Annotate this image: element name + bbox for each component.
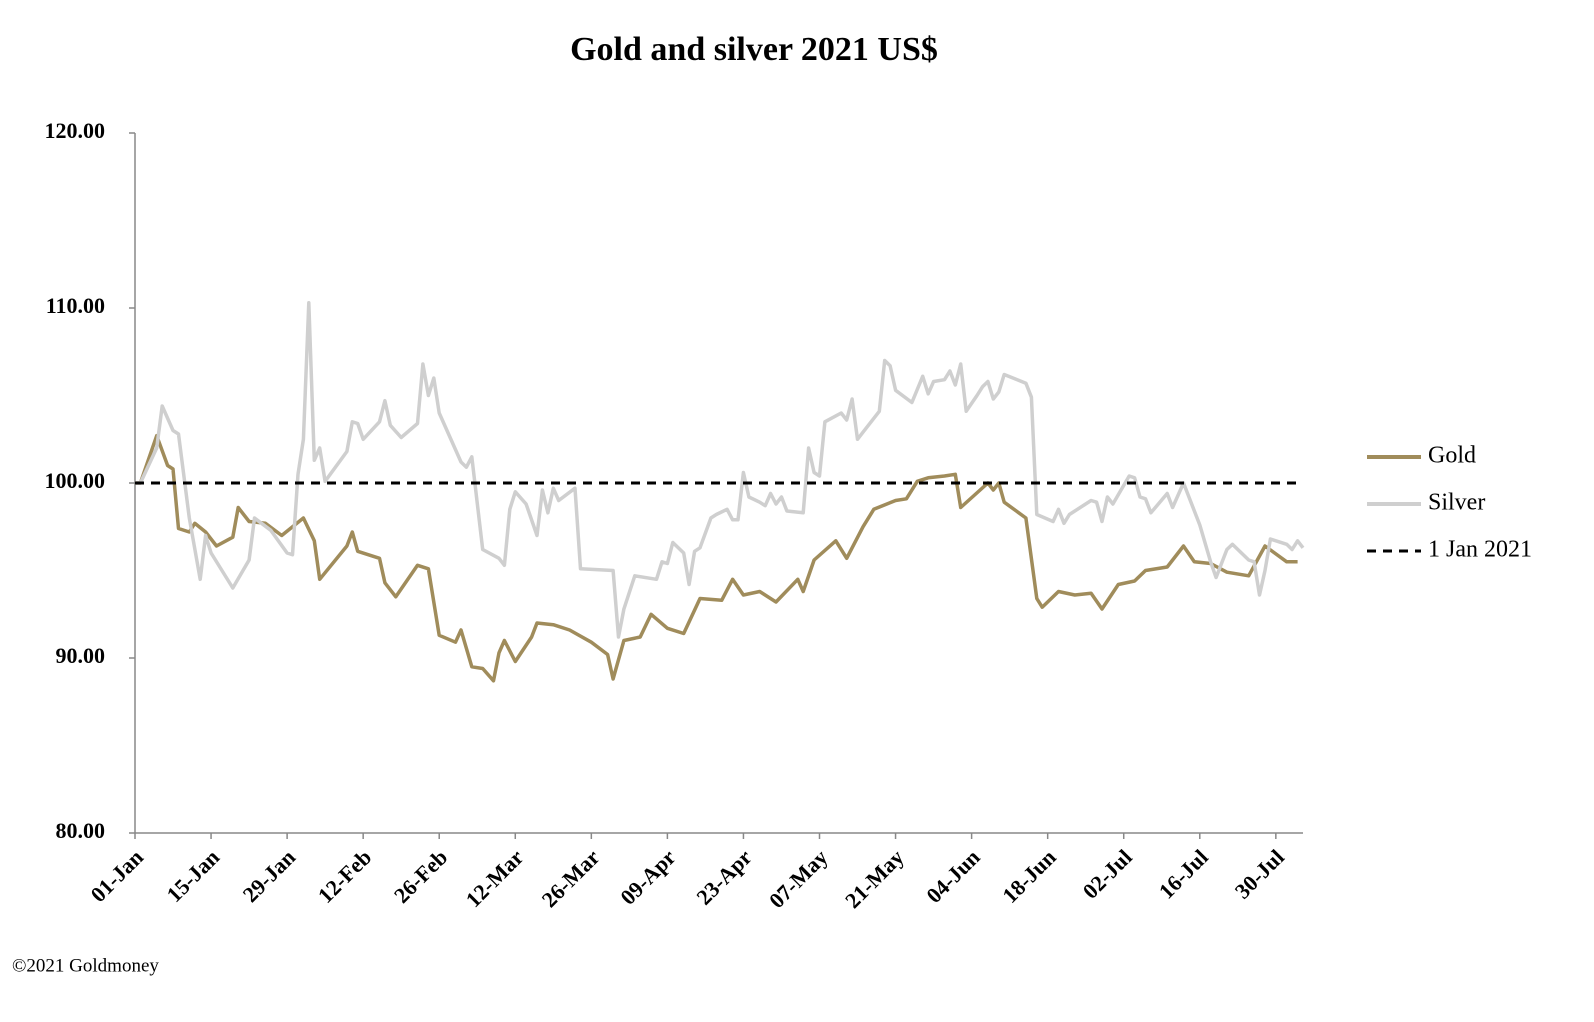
x-tick-label: 04-Jun	[921, 844, 984, 907]
x-tick-label: 01-Jan	[85, 844, 148, 907]
x-tick-label: 30-Jul	[1230, 844, 1289, 903]
x-tick-label: 09-Apr	[615, 844, 680, 909]
y-tick-label: 110.00	[46, 293, 105, 318]
x-tick-label: 26-Feb	[389, 844, 452, 907]
legend-label: Silver	[1428, 490, 1485, 516]
footer: ©2021 Goldmoney	[12, 955, 159, 976]
y-tick-label: 120.00	[45, 118, 106, 143]
x-tick-label: 12-Feb	[313, 844, 376, 907]
y-tick-label: 80.00	[56, 818, 106, 843]
x-tick-label: 26-Mar	[537, 844, 605, 912]
series-line	[135, 301, 1305, 639]
x-tick-label: 16-Jul	[1154, 844, 1213, 903]
x-tick-label: 15-Jan	[162, 844, 225, 907]
x-tick-label: 12-Mar	[461, 844, 529, 912]
x-tick-label: 29-Jan	[238, 844, 301, 907]
x-tick-label: 07-May	[764, 844, 833, 913]
series-line	[135, 433, 1298, 683]
x-tick-label: 21-May	[840, 844, 909, 913]
chart-title: Gold and silver 2021 US$	[570, 31, 938, 68]
x-tick-label: 02-Jul	[1078, 844, 1137, 903]
x-tick-label: 18-Jun	[997, 844, 1060, 907]
y-tick-label: 90.00	[56, 643, 106, 668]
x-tick-label: 23-Apr	[691, 844, 756, 909]
legend-label: Gold	[1428, 443, 1476, 469]
y-tick-label: 100.00	[45, 468, 106, 493]
legend-label: 1 Jan 2021	[1428, 537, 1532, 563]
